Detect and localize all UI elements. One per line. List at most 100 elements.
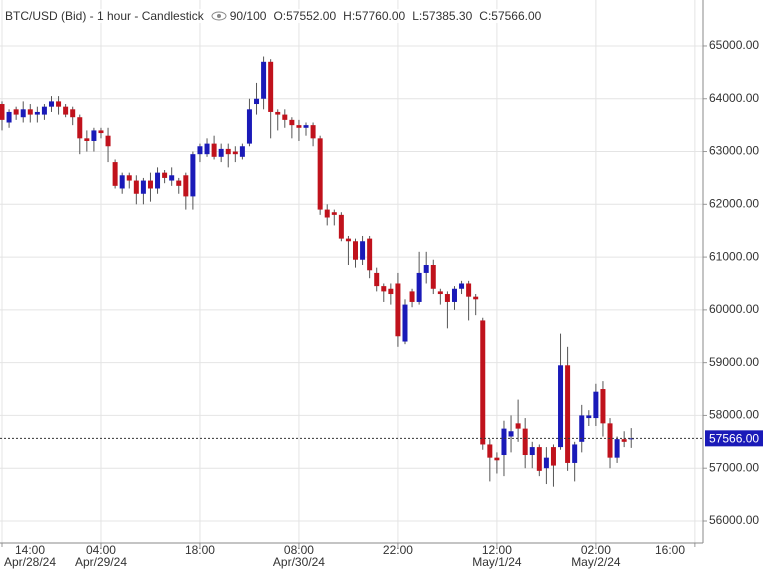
candle-body [27, 109, 33, 115]
candle-body [430, 265, 436, 289]
candle-body [190, 154, 196, 197]
x-tick-label: 02:00 [581, 543, 611, 557]
candle-body [84, 138, 90, 141]
candle-body [211, 143, 217, 157]
candle-body [402, 304, 408, 342]
candle-body [112, 162, 118, 186]
candle-body [444, 294, 450, 302]
candle-body [331, 212, 337, 215]
x-tick-label: 12:00 [482, 543, 512, 557]
candle-body [593, 391, 599, 419]
candle-body [289, 119, 295, 126]
x-date-label: May/2/24 [571, 555, 621, 569]
candle-body [360, 241, 366, 260]
candle-body [126, 175, 132, 181]
candle-body [197, 146, 203, 155]
candle-body [48, 101, 54, 107]
y-tick-label: 60000.00 [709, 302, 759, 316]
x-tick-label: 22:00 [383, 543, 413, 557]
candle-body [381, 286, 387, 292]
candle-body [536, 447, 542, 471]
y-tick-label: 58000.00 [709, 408, 759, 422]
candle-body [473, 296, 479, 300]
candle-body [303, 125, 309, 128]
y-tick-label: 63000.00 [709, 144, 759, 158]
candle-body [218, 148, 224, 157]
candle-body [614, 439, 620, 458]
x-date-label: Apr/28/24 [4, 555, 56, 569]
candle-body [367, 238, 373, 271]
x-date-label: May/1/24 [472, 555, 522, 569]
candle-body [317, 138, 323, 210]
indicator: 90/100 [229, 9, 267, 23]
candle-body [34, 111, 40, 115]
candle-body [13, 109, 19, 115]
candle-body [353, 241, 358, 260]
candle-body [147, 180, 153, 189]
candle-body [91, 130, 97, 141]
candle-body [487, 444, 493, 458]
ohlc-high: H:57760.00 [343, 9, 406, 23]
candle-body [98, 130, 104, 134]
candle-body [282, 114, 288, 120]
candle-body [459, 283, 465, 289]
x-tick-label: 18:00 [185, 543, 215, 557]
candle-body [600, 389, 606, 424]
x-date-label: Apr/29/24 [75, 555, 127, 569]
candle-body [437, 291, 443, 295]
candle-body [246, 109, 252, 144]
candle-body [261, 61, 267, 99]
last-price-label: 57566.00 [709, 432, 759, 446]
candle-body [388, 288, 394, 295]
candle-body [268, 61, 274, 112]
candle-body [232, 151, 238, 155]
candle-body [324, 209, 330, 218]
candle-body [529, 447, 535, 456]
candle-body [586, 415, 592, 419]
candle-body [275, 111, 281, 115]
candle-body [579, 415, 585, 442]
candle-body [550, 447, 556, 466]
candle-body [501, 428, 507, 456]
x-tick-label: 16:00 [655, 543, 685, 557]
candle-body [155, 172, 161, 189]
candle-body [572, 444, 578, 463]
last-price-marker [705, 430, 763, 447]
candle-body [183, 175, 189, 197]
candle-body [239, 146, 245, 157]
ohlc-open: O:57552.00 [273, 9, 337, 23]
candle-body [345, 238, 351, 242]
candle-body [423, 265, 429, 273]
candle-body [374, 272, 380, 287]
candle-body [254, 98, 260, 105]
candle-body [41, 106, 47, 115]
x-date-label: Apr/30/24 [273, 555, 325, 569]
y-tick-label: 57000.00 [709, 460, 759, 474]
candle-body [176, 180, 182, 186]
candle-body [162, 172, 168, 178]
candle-body [451, 288, 457, 302]
candle-body [628, 438, 634, 440]
candle-body [20, 109, 26, 118]
candle-body [225, 148, 231, 155]
y-tick-label: 56000.00 [709, 513, 759, 527]
y-tick-label: 64000.00 [709, 91, 759, 105]
chart-title: BTC/USD (Bid) - 1 hour - Candlestick [5, 9, 204, 23]
candle-body [296, 125, 302, 128]
candle-body [169, 175, 175, 181]
candle-body [409, 291, 415, 302]
eye-icon [211, 11, 227, 21]
y-tick-label: 65000.00 [709, 38, 759, 52]
candle-body [543, 457, 549, 469]
y-tick-label: 62000.00 [709, 196, 759, 210]
candle-body [607, 423, 613, 458]
ohlc-close: C:57566.00 [479, 9, 542, 23]
candle-body [105, 135, 111, 147]
ohlc-low: L:57385.30 [412, 9, 473, 23]
candle-body [558, 365, 564, 448]
candle-body [565, 365, 571, 463]
candle-body [0, 104, 5, 120]
candle-body [63, 106, 69, 115]
candle-body [6, 111, 12, 123]
